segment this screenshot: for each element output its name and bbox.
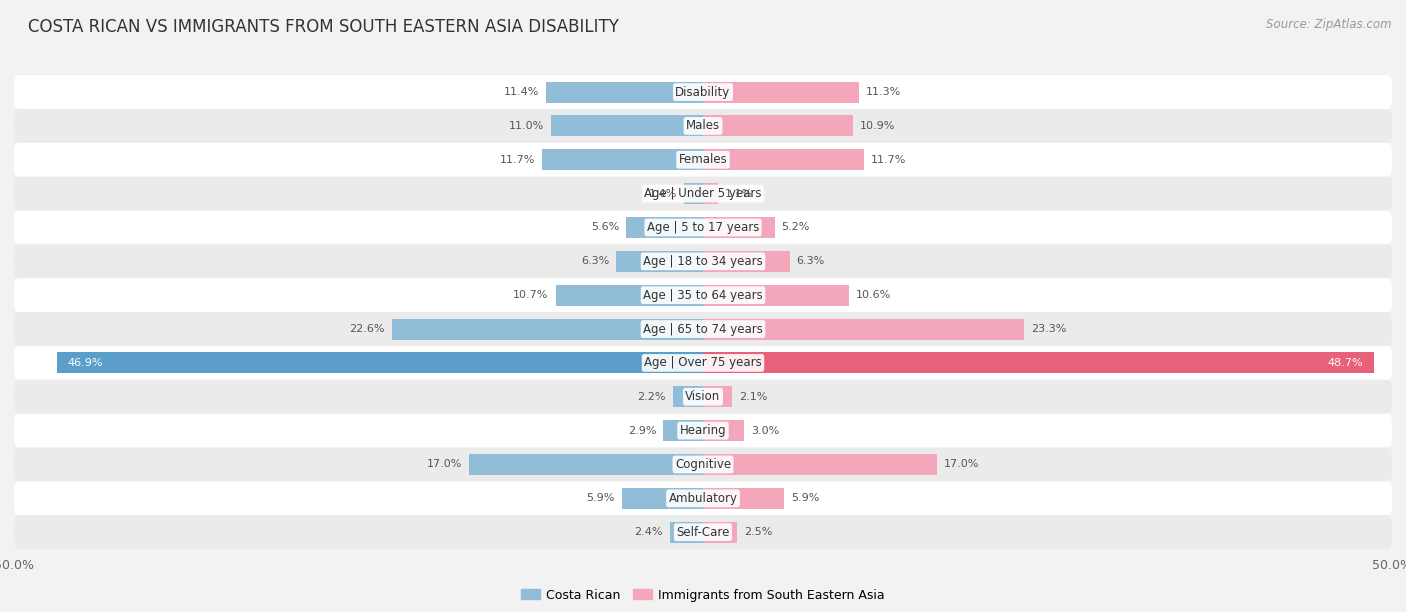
- Text: 11.7%: 11.7%: [872, 155, 907, 165]
- Text: 17.0%: 17.0%: [426, 460, 461, 469]
- Bar: [703, 183, 718, 204]
- Text: Ambulatory: Ambulatory: [668, 492, 738, 505]
- Text: 11.0%: 11.0%: [509, 121, 544, 131]
- Text: Cognitive: Cognitive: [675, 458, 731, 471]
- Bar: [703, 217, 775, 238]
- FancyBboxPatch shape: [14, 447, 1392, 482]
- Bar: [703, 386, 733, 407]
- Bar: [703, 420, 744, 441]
- Text: 2.5%: 2.5%: [744, 527, 773, 537]
- FancyBboxPatch shape: [14, 414, 1392, 447]
- Text: 10.9%: 10.9%: [860, 121, 896, 131]
- Text: Hearing: Hearing: [679, 424, 727, 437]
- Text: Age | 18 to 34 years: Age | 18 to 34 years: [643, 255, 763, 268]
- Text: 6.3%: 6.3%: [581, 256, 609, 266]
- Text: Age | Over 75 years: Age | Over 75 years: [644, 356, 762, 370]
- Bar: [546, 81, 703, 103]
- FancyBboxPatch shape: [14, 482, 1392, 515]
- Bar: [703, 81, 859, 103]
- Text: 2.1%: 2.1%: [738, 392, 768, 401]
- Bar: [703, 116, 853, 136]
- Bar: [669, 521, 703, 543]
- Text: COSTA RICAN VS IMMIGRANTS FROM SOUTH EASTERN ASIA DISABILITY: COSTA RICAN VS IMMIGRANTS FROM SOUTH EAS…: [28, 18, 619, 36]
- Bar: [664, 420, 703, 441]
- FancyBboxPatch shape: [14, 278, 1392, 312]
- Text: Self-Care: Self-Care: [676, 526, 730, 539]
- Text: Disability: Disability: [675, 86, 731, 99]
- Bar: [703, 149, 865, 170]
- Bar: [703, 285, 849, 305]
- Text: 5.6%: 5.6%: [591, 223, 619, 233]
- Bar: [703, 353, 1374, 373]
- Text: 1.1%: 1.1%: [725, 188, 754, 199]
- Legend: Costa Rican, Immigrants from South Eastern Asia: Costa Rican, Immigrants from South Easte…: [516, 584, 890, 606]
- Text: 11.3%: 11.3%: [866, 87, 901, 97]
- Bar: [626, 217, 703, 238]
- Bar: [616, 251, 703, 272]
- Bar: [703, 251, 790, 272]
- Text: 23.3%: 23.3%: [1031, 324, 1066, 334]
- FancyBboxPatch shape: [14, 244, 1392, 278]
- Bar: [703, 454, 938, 475]
- Text: Age | 65 to 74 years: Age | 65 to 74 years: [643, 323, 763, 335]
- FancyBboxPatch shape: [14, 380, 1392, 414]
- Text: 2.4%: 2.4%: [634, 527, 664, 537]
- Text: 17.0%: 17.0%: [945, 460, 980, 469]
- Bar: [555, 285, 703, 305]
- Text: 46.9%: 46.9%: [67, 358, 103, 368]
- Bar: [468, 454, 703, 475]
- Text: 5.2%: 5.2%: [782, 223, 810, 233]
- Text: 48.7%: 48.7%: [1327, 358, 1362, 368]
- FancyBboxPatch shape: [14, 346, 1392, 380]
- Text: Age | 35 to 64 years: Age | 35 to 64 years: [643, 289, 763, 302]
- Bar: [703, 521, 738, 543]
- Text: 2.2%: 2.2%: [637, 392, 666, 401]
- FancyBboxPatch shape: [14, 312, 1392, 346]
- Bar: [621, 488, 703, 509]
- Bar: [703, 319, 1024, 340]
- FancyBboxPatch shape: [14, 109, 1392, 143]
- Text: 10.7%: 10.7%: [513, 290, 548, 300]
- Bar: [56, 353, 703, 373]
- Text: 2.9%: 2.9%: [627, 425, 657, 436]
- Text: Males: Males: [686, 119, 720, 132]
- Bar: [672, 386, 703, 407]
- Text: 1.4%: 1.4%: [648, 188, 676, 199]
- Text: 22.6%: 22.6%: [349, 324, 385, 334]
- FancyBboxPatch shape: [14, 515, 1392, 549]
- Text: Vision: Vision: [685, 390, 721, 403]
- Text: Age | Under 5 years: Age | Under 5 years: [644, 187, 762, 200]
- Bar: [683, 183, 703, 204]
- Bar: [541, 149, 703, 170]
- Bar: [392, 319, 703, 340]
- Text: 11.7%: 11.7%: [499, 155, 534, 165]
- Text: 3.0%: 3.0%: [751, 425, 779, 436]
- Text: 5.9%: 5.9%: [586, 493, 614, 503]
- Text: 5.9%: 5.9%: [792, 493, 820, 503]
- Text: 10.6%: 10.6%: [856, 290, 891, 300]
- FancyBboxPatch shape: [14, 75, 1392, 109]
- Text: 6.3%: 6.3%: [797, 256, 825, 266]
- Text: Age | 5 to 17 years: Age | 5 to 17 years: [647, 221, 759, 234]
- Text: Females: Females: [679, 153, 727, 166]
- FancyBboxPatch shape: [14, 143, 1392, 177]
- Bar: [551, 116, 703, 136]
- Text: Source: ZipAtlas.com: Source: ZipAtlas.com: [1267, 18, 1392, 31]
- FancyBboxPatch shape: [14, 211, 1392, 244]
- FancyBboxPatch shape: [14, 177, 1392, 211]
- Bar: [703, 488, 785, 509]
- Text: 11.4%: 11.4%: [503, 87, 538, 97]
